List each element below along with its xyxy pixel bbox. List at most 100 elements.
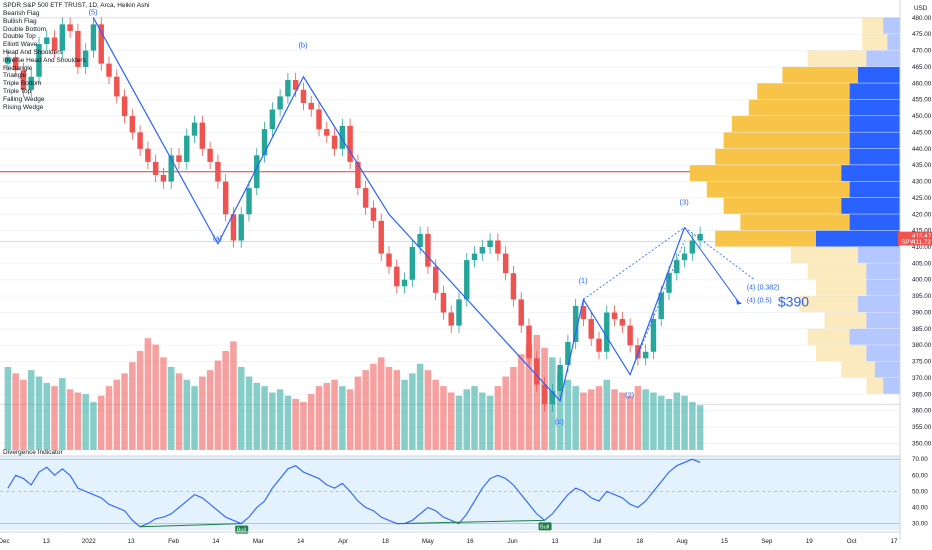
candle-body [355,161,361,189]
volume-bar [82,394,89,450]
candle-body [98,24,104,64]
wave-label: (5) [88,8,98,17]
divergence-badge [538,522,552,531]
volume-bar [556,373,564,450]
volume-bar [416,363,424,450]
price-tick-label: 355.00 [912,424,932,431]
candle-body [611,312,618,320]
volume-profile-up [841,197,900,214]
candle-body [90,24,97,51]
price-tick-label: 380.00 [912,342,932,349]
candle-body [44,37,50,45]
candle-body [238,214,244,241]
volume-bar [455,395,463,450]
volume-profile-down [715,230,816,247]
candle-body [199,122,206,149]
candle-body [386,253,392,267]
volume-profile-up [866,345,900,362]
time-tick-label: Jul [593,538,601,545]
volume-profile-up [849,148,900,165]
oscillator-line [7,458,701,528]
volume-bar [183,379,191,450]
candle-body [572,305,579,342]
volume-bar [136,350,144,450]
volume-profile-up [887,34,900,51]
volume-bar [502,376,509,450]
candle-body [129,116,136,133]
candle-body [534,358,540,385]
volume-bar [517,354,525,450]
volume-bar [409,373,416,450]
candle-body [184,135,190,162]
volume-bar [642,389,649,450]
time-tick-label: 17 [890,538,898,545]
volume-bar [463,389,471,450]
volume-profile-up [849,83,900,100]
price-tick-label: 465.00 [912,64,932,71]
time-tick-label: 14 [212,538,220,545]
candle-body [261,129,268,156]
price-tick-label: 470.00 [912,48,932,55]
volume-bar [665,398,673,450]
volume-bar [144,338,152,450]
volume-bar [440,386,447,450]
symbol-price-tag [898,237,932,246]
price-tick-label: 385.00 [912,326,932,333]
divergence-label: Bull [540,524,549,530]
candle-body [160,174,167,182]
candle-body [114,76,120,97]
volume-bar [315,386,323,450]
volume-bar [12,373,19,450]
volume-profile-down [816,345,867,362]
volume-profile-down [799,296,858,312]
price-tick-label: 390.00 [912,309,932,316]
volume-bar [479,392,486,450]
candle-body [347,125,353,162]
volume-profile-down [866,377,884,394]
volume-bar [634,386,642,450]
time-tick-label: Apr [338,538,348,545]
volume-bar [206,370,214,450]
pattern-item: Bearish Flag [3,10,40,17]
price-tick-label: 405.00 [912,260,932,267]
volume-bar [494,386,502,450]
candle-body [82,50,89,67]
volume-bar [129,362,136,450]
candle-body [215,161,221,182]
candle-body [230,214,237,241]
candle-body [75,30,81,67]
candle-body [518,299,524,326]
volume-bar [97,395,105,450]
volume-bar [20,379,27,450]
pattern-legend: Bearish Flag Bullish Flag Double Bottom Dou… [3,10,86,111]
time-tick-label: Sep [761,538,773,545]
candle-body [207,148,213,162]
price-tick-label: 450.00 [912,113,932,120]
candle-body [308,102,314,110]
pattern-item: Inverse Head And Shoulders [3,56,86,64]
candle-body [409,247,416,280]
candle-body [106,63,112,77]
volume-bar [160,357,167,450]
volume-bar [121,373,128,450]
volume-bar [191,386,198,450]
candle-body [5,57,11,64]
volume-bar [230,341,237,450]
volume-bar [650,392,657,450]
volume-bar [564,379,572,450]
candle-body [471,253,478,261]
volume-bar [580,392,587,450]
volume-bar [292,398,299,450]
candle-body [121,96,128,117]
candle-body [658,292,664,320]
osc-tick-label: 40.00 [912,504,928,511]
volume-bar [346,389,354,450]
price-tick-label: 360.00 [912,408,932,415]
price-tick-label: 410.00 [912,244,932,251]
candle-body [152,161,159,175]
volume-profile-up [841,165,900,182]
candle-body [168,155,174,182]
wave-label: (1) [578,276,588,285]
volume-profile-down [841,361,875,378]
